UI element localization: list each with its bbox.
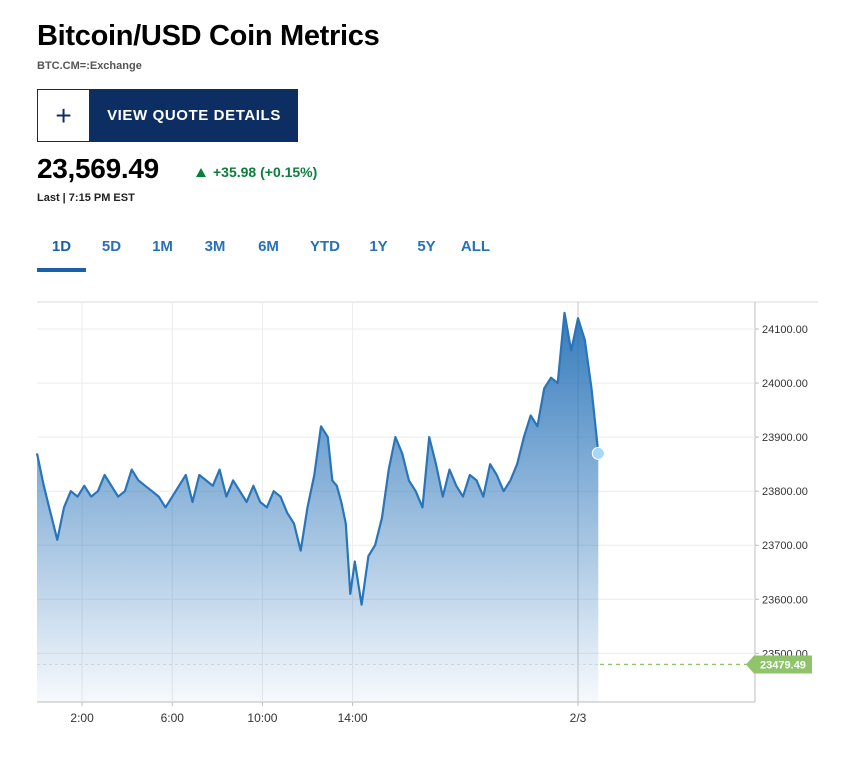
- plus-icon: +: [37, 89, 90, 142]
- y-tick-label: 23600.00: [762, 594, 808, 606]
- y-tick-label: 23900.00: [762, 432, 808, 444]
- current-value-badge: [746, 655, 812, 674]
- tab-all[interactable]: ALL: [460, 238, 491, 255]
- view-quote-details-button[interactable]: + VIEW QUOTE DETAILS: [37, 89, 298, 142]
- y-tick-label: 24000.00: [762, 378, 808, 390]
- page-title: Bitcoin/USD Coin Metrics: [37, 20, 380, 52]
- last-update-time: Last | 7:15 PM EST: [37, 192, 135, 204]
- tab-6m[interactable]: 6M: [258, 238, 279, 255]
- timeframe-tabs: 1D 5D 1M 3M 6M YTD 1Y 5Y ALL: [37, 232, 500, 272]
- tab-5y[interactable]: 5Y: [417, 238, 436, 255]
- current-price: 23,569.49: [37, 153, 159, 184]
- tab-5d[interactable]: 5D: [101, 238, 122, 255]
- y-tick-label: 23700.00: [762, 540, 808, 552]
- current-point-marker: [591, 446, 605, 460]
- price-area-fill: [37, 312, 599, 702]
- tab-1m[interactable]: 1M: [152, 238, 173, 255]
- x-tick-label: 2:00: [70, 711, 94, 725]
- price-change: +35.98 (+0.15%): [196, 164, 317, 180]
- x-tick-label: 2/3: [570, 711, 587, 725]
- price-change-value: +35.98 (+0.15%): [213, 164, 318, 180]
- tab-1d[interactable]: 1D: [37, 232, 86, 272]
- y-tick-label: 23800.00: [762, 486, 808, 498]
- up-arrow-icon: [196, 167, 206, 177]
- price-line: [35, 311, 600, 606]
- tab-ytd[interactable]: YTD: [310, 238, 340, 255]
- x-tick-label: 14:00: [338, 711, 368, 725]
- tab-3m[interactable]: 3M: [204, 238, 226, 255]
- x-tick-label: 6:00: [161, 711, 185, 725]
- x-tick-label: 10:00: [247, 711, 277, 725]
- y-tick-label: 24100.00: [762, 324, 808, 336]
- current-value-label: 23479.49: [760, 659, 806, 671]
- symbol-label: BTC.CM=:Exchange: [37, 60, 142, 72]
- view-quote-details-label: VIEW QUOTE DETAILS: [90, 89, 298, 142]
- tab-1y[interactable]: 1Y: [369, 238, 388, 255]
